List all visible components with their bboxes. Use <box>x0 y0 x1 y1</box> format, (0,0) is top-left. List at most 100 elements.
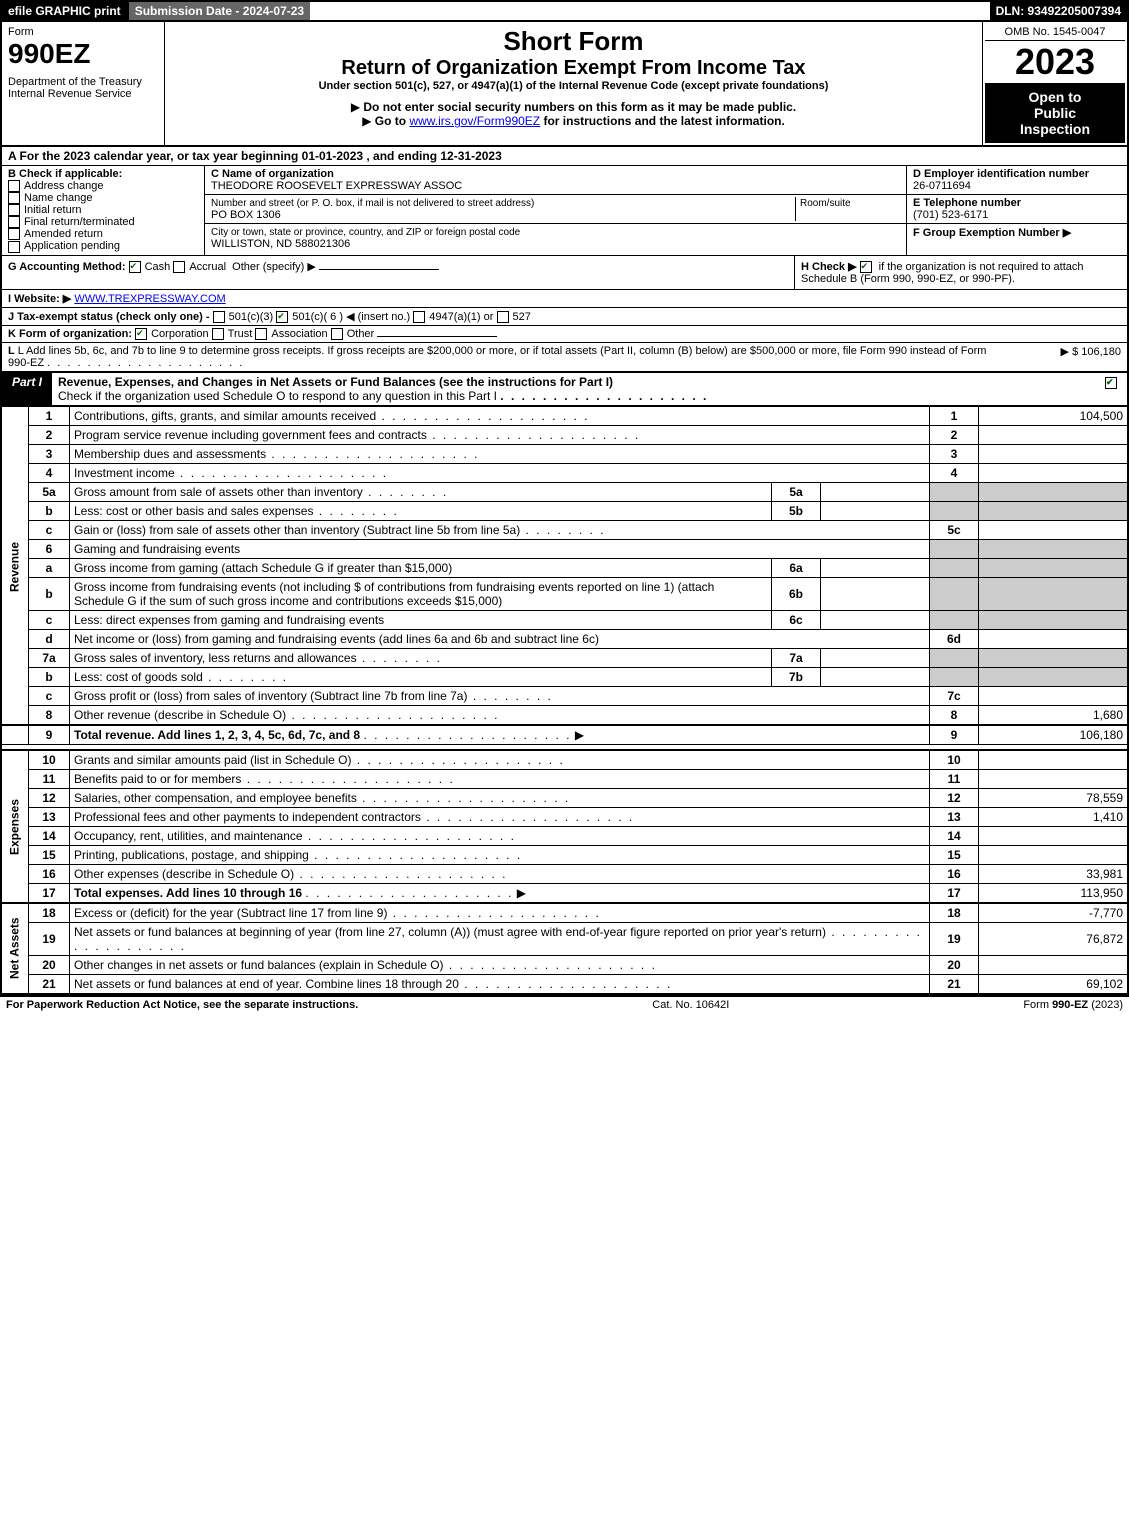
irs-link[interactable]: www.irs.gov/Form990EZ <box>409 114 540 128</box>
line-7a-no: 7a <box>29 648 70 667</box>
line-7b-sub: 7b <box>772 667 821 686</box>
line-18-val: -7,770 <box>979 903 1129 923</box>
website-link[interactable]: WWW.TREXPRESSWAY.COM <box>74 293 225 305</box>
label-initial-return: Initial return <box>24 204 81 216</box>
line-15-text: Printing, publications, postage, and shi… <box>74 848 309 862</box>
label-cash: Cash <box>145 261 171 273</box>
checkbox-501c3[interactable] <box>213 311 225 323</box>
line-20-val <box>979 955 1129 974</box>
line-2-text: Program service revenue including govern… <box>74 428 427 442</box>
checkbox-other-org[interactable] <box>331 328 343 340</box>
checkbox-initial-return[interactable] <box>8 204 20 216</box>
line-6a-text: Gross income from gaming (attach Schedul… <box>74 561 452 575</box>
line-5a-subval <box>821 482 930 501</box>
line-7c-val <box>979 686 1129 705</box>
line-5b-val-shaded <box>979 501 1129 520</box>
street-label: Number and street (or P. O. box, if mail… <box>211 198 534 209</box>
line-11-num: 11 <box>930 769 979 788</box>
label-527: 527 <box>513 311 531 323</box>
line-5a-val-shaded <box>979 482 1129 501</box>
checkbox-schedule-o-part1[interactable] <box>1105 377 1117 389</box>
line-15-val <box>979 845 1129 864</box>
line-10-text: Grants and similar amounts paid (list in… <box>74 753 351 767</box>
line-6d-no: d <box>29 629 70 648</box>
checkbox-cash[interactable] <box>129 261 141 273</box>
line-18-text: Excess or (deficit) for the year (Subtra… <box>74 906 387 920</box>
checkbox-4947[interactable] <box>413 311 425 323</box>
label-association: Association <box>271 328 327 340</box>
line-8-val: 1,680 <box>979 705 1129 725</box>
checkbox-application-pending[interactable] <box>8 241 20 253</box>
line-9-no: 9 <box>29 725 70 745</box>
line-3-text: Membership dues and assessments <box>74 447 266 461</box>
part1-label: Part I <box>2 373 52 405</box>
checkbox-association[interactable] <box>255 328 267 340</box>
line-21-text: Net assets or fund balances at end of ye… <box>74 977 459 991</box>
line-19-num: 19 <box>930 922 979 955</box>
line-6-no: 6 <box>29 539 70 558</box>
label-address-change: Address change <box>24 180 104 192</box>
line-9-val: 106,180 <box>979 725 1129 745</box>
checkbox-address-change[interactable] <box>8 180 20 192</box>
part1-title: Revenue, Expenses, and Changes in Net As… <box>52 373 1099 405</box>
label-other-method: Other (specify) ▶ <box>232 261 316 273</box>
form-label: Form <box>8 26 158 38</box>
line-1-val: 104,500 <box>979 407 1129 426</box>
line-6b-no: b <box>29 577 70 610</box>
line-8-num: 8 <box>930 705 979 725</box>
line-7c-num: 7c <box>930 686 979 705</box>
line-13-val: 1,410 <box>979 807 1129 826</box>
line-6d-num: 6d <box>930 629 979 648</box>
part1-header: Part I Revenue, Expenses, and Changes in… <box>0 372 1129 407</box>
line-19-no: 19 <box>29 922 70 955</box>
section-i-label: I Website: ▶ <box>8 293 71 305</box>
ein-value: 26-0711694 <box>913 180 971 192</box>
line-5b-num-shaded <box>930 501 979 520</box>
checkbox-schedule-b[interactable] <box>860 261 872 273</box>
line-8-text: Other revenue (describe in Schedule O) <box>74 708 286 722</box>
line-6c-subval <box>821 610 930 629</box>
checkbox-name-change[interactable] <box>8 192 20 204</box>
checkbox-527[interactable] <box>497 311 509 323</box>
label-accrual: Accrual <box>189 261 226 273</box>
line-6c-text: Less: direct expenses from gaming and fu… <box>74 613 384 627</box>
efile-print-label[interactable]: efile GRAPHIC print <box>2 2 127 20</box>
checkbox-final-return[interactable] <box>8 216 20 228</box>
line-16-text: Other expenses (describe in Schedule O) <box>74 867 294 881</box>
line-18-num: 18 <box>930 903 979 923</box>
label-501c3: 501(c)(3) <box>229 311 274 323</box>
line-6a-no: a <box>29 558 70 577</box>
line-6b-val-shaded <box>979 577 1129 610</box>
line-14-no: 14 <box>29 826 70 845</box>
line-5b-no: b <box>29 501 70 520</box>
line-7a-text: Gross sales of inventory, less returns a… <box>74 651 357 665</box>
line-21-no: 21 <box>29 974 70 994</box>
line-4-num: 4 <box>930 463 979 482</box>
line-7a-num-shaded <box>930 648 979 667</box>
line-7c-text: Gross profit or (loss) from sales of inv… <box>74 689 467 703</box>
section-e-label: E Telephone number <box>913 197 1021 209</box>
line-5a-sub: 5a <box>772 482 821 501</box>
line-16-no: 16 <box>29 864 70 883</box>
line-1-num: 1 <box>930 407 979 426</box>
return-title: Return of Organization Exempt From Incom… <box>171 57 976 80</box>
sections-def: D Employer identification number 26-0711… <box>907 166 1127 255</box>
checkbox-accrual[interactable] <box>173 261 185 273</box>
sections-bcdef: B Check if applicable: Address change Na… <box>0 166 1129 255</box>
line-14-num: 14 <box>930 826 979 845</box>
checkbox-trust[interactable] <box>212 328 224 340</box>
checkbox-amended-return[interactable] <box>8 228 20 240</box>
part1-checkbox-cell <box>1099 373 1127 405</box>
page-footer: For Paperwork Reduction Act Notice, see … <box>0 995 1129 1013</box>
checkbox-corporation[interactable] <box>135 328 147 340</box>
line-5c-val <box>979 520 1129 539</box>
label-name-change: Name change <box>24 192 93 204</box>
line-11-no: 11 <box>29 769 70 788</box>
line-6b-num-shaded <box>930 577 979 610</box>
line-6a-sub: 6a <box>772 558 821 577</box>
form-header: Form 990EZ Department of the Treasury In… <box>0 22 1129 147</box>
line-6d-text: Net income or (loss) from gaming and fun… <box>74 632 599 646</box>
checkbox-501c[interactable] <box>276 311 288 323</box>
line-7b-no: b <box>29 667 70 686</box>
line-10-no: 10 <box>29 750 70 770</box>
